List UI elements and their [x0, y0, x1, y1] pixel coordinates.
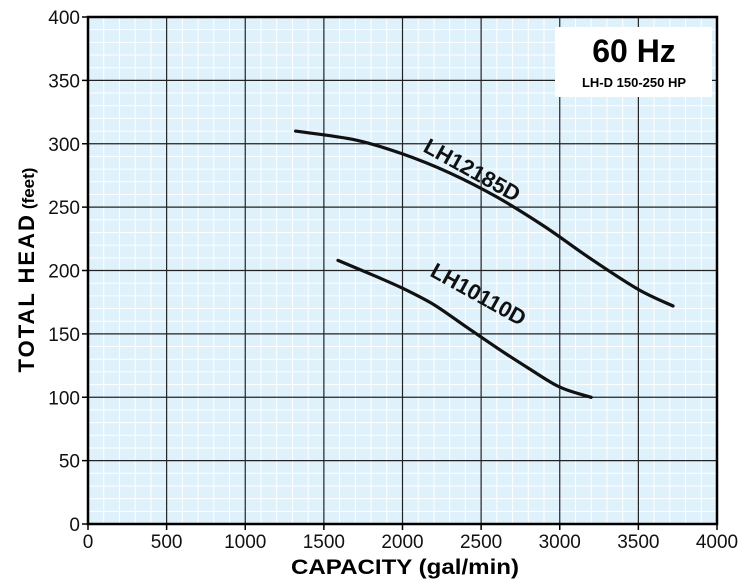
- y-tick-label: 100: [48, 388, 80, 409]
- y-axis-title-main: TOTAL HEAD: [14, 213, 39, 372]
- y-tick-label: 350: [48, 71, 80, 92]
- y-tick-label: 0: [69, 515, 80, 536]
- info-box-bg: [555, 27, 712, 97]
- y-tick-label: 400: [48, 8, 80, 29]
- y-axis-title-unit: (feet): [19, 168, 38, 210]
- x-tick-label: 2000: [381, 532, 423, 553]
- y-tick-label: 200: [48, 262, 80, 283]
- x-tick-label: 1000: [224, 532, 266, 553]
- y-tick-label: 250: [48, 198, 80, 219]
- y-axis-title: TOTAL HEAD (feet): [14, 168, 39, 373]
- frequency-label: 60 Hz: [592, 33, 676, 69]
- x-tick-label: 2500: [460, 532, 502, 553]
- model-range-label: LH-D 150-250 HP: [582, 75, 686, 90]
- info-box: 60 Hz LH-D 150-250 HP: [555, 27, 712, 97]
- svg-text:TOTAL HEAD(feet): TOTAL HEAD (feet): [14, 168, 39, 373]
- x-tick-label: 500: [151, 532, 183, 553]
- y-tick-label: 50: [59, 452, 80, 473]
- x-axis-ticks: 0 500 1000 1500 2000 2500 3000 3500 4000: [83, 524, 738, 553]
- y-tick-label: 150: [48, 325, 80, 346]
- x-tick-label: 3500: [617, 532, 659, 553]
- series-line: [336, 258, 593, 399]
- y-tick-label: 300: [48, 135, 80, 156]
- x-tick-label: 1500: [303, 532, 345, 553]
- series-line: [294, 129, 675, 308]
- x-tick-label: 3000: [539, 532, 581, 553]
- x-tick-label: 0: [83, 532, 94, 553]
- x-tick-label: 4000: [696, 532, 738, 553]
- y-axis-ticks: 0 50 100 150 200 250 300 350 400: [48, 8, 88, 536]
- x-axis-title: CAPACITY (gal/min): [291, 556, 519, 579]
